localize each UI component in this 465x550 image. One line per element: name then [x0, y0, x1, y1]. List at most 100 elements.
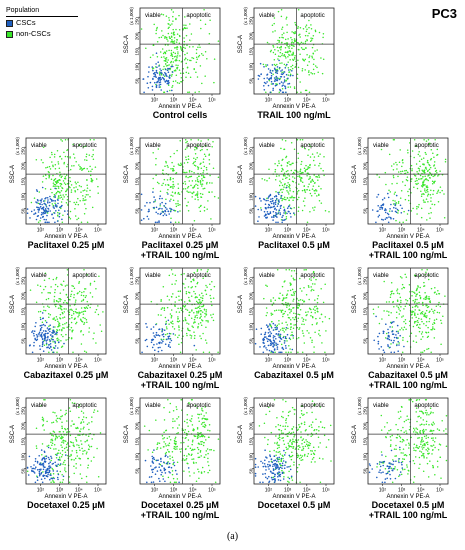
non-csc-point: [307, 285, 310, 287]
non-csc-point: [84, 441, 86, 443]
non-csc-point: [283, 63, 286, 66]
non-csc-point: [385, 332, 388, 335]
non-csc-point: [419, 296, 422, 299]
non-csc-point: [53, 301, 55, 303]
csc-point: [161, 342, 163, 344]
csc-point: [378, 348, 380, 350]
non-csc-point: [197, 175, 200, 178]
non-csc-point: [311, 283, 314, 285]
non-csc-point: [187, 327, 189, 330]
non-csc-point: [56, 339, 59, 342]
csc-point: [65, 454, 67, 456]
non-csc-point: [191, 398, 193, 401]
x-tick-label: 10²: [151, 228, 159, 234]
csc-point: [47, 446, 50, 449]
csc-point: [49, 201, 51, 204]
non-csc-point: [288, 160, 290, 163]
csc-point: [262, 339, 265, 342]
y-tick-label: 200: [249, 162, 254, 170]
non-csc-point: [180, 309, 183, 311]
non-csc-point: [202, 305, 204, 308]
non-csc-point: [94, 311, 97, 313]
non-csc-point: [418, 291, 421, 294]
non-csc-point: [51, 434, 53, 436]
non-csc-point: [78, 311, 80, 314]
non-csc-point: [277, 55, 280, 57]
non-csc-point: [168, 49, 170, 52]
non-csc-point: [430, 287, 433, 290]
non-csc-point: [197, 168, 199, 170]
non-csc-point: [289, 189, 291, 192]
non-csc-point: [302, 449, 304, 451]
non-csc-point: [316, 298, 319, 300]
non-csc-point: [414, 320, 416, 323]
non-csc-point: [202, 170, 205, 172]
csc-point: [41, 481, 44, 484]
non-csc-point: [285, 64, 287, 67]
non-csc-point: [201, 146, 203, 148]
x-axis-label: Annexin V PE-A: [386, 234, 429, 240]
non-csc-point: [170, 269, 173, 271]
non-csc-point: [73, 164, 75, 167]
non-csc-point: [293, 278, 295, 281]
non-csc-point: [183, 454, 186, 457]
non-csc-point: [162, 169, 164, 172]
x-tick-label: 10²: [151, 488, 159, 494]
non-csc-point: [53, 318, 55, 320]
non-csc-point: [193, 185, 196, 187]
non-csc-point: [418, 150, 420, 153]
non-csc-point: [194, 146, 196, 149]
non-csc-point: [55, 276, 58, 279]
csc-point: [41, 463, 44, 465]
csc-point: [145, 338, 148, 341]
non-csc-point: [299, 53, 301, 55]
csc-point: [287, 205, 290, 208]
non-csc-point: [199, 451, 202, 453]
csc-point: [55, 210, 57, 212]
csc-point: [43, 337, 46, 340]
non-csc-point: [74, 310, 77, 313]
non-csc-point: [304, 170, 307, 173]
non-csc-point: [406, 299, 409, 302]
csc-point: [45, 330, 47, 333]
non-csc-point: [416, 287, 418, 290]
csc-point: [274, 68, 276, 71]
csc-point: [282, 348, 285, 350]
csc-point: [28, 344, 31, 347]
non-csc-point: [52, 165, 54, 168]
non-csc-point: [294, 30, 296, 33]
non-csc-point: [278, 428, 280, 431]
non-csc-point: [202, 188, 204, 190]
non-csc-point: [60, 201, 63, 203]
non-csc-point: [276, 63, 278, 66]
y-tick-label: 100: [249, 453, 254, 461]
y-tick-label: 50: [249, 468, 254, 474]
x-tick-label: 10⁵: [322, 98, 330, 104]
non-csc-point: [202, 176, 205, 179]
non-csc-point: [266, 311, 268, 314]
y-axis-multiplier: (x 1,000): [243, 7, 248, 25]
non-csc-point: [407, 152, 409, 154]
non-csc-point: [197, 417, 200, 419]
non-csc-point: [285, 351, 287, 354]
x-tick-label: 10⁴: [303, 358, 311, 364]
non-csc-point: [317, 71, 319, 73]
non-csc-point: [301, 70, 304, 72]
non-csc-point: [201, 178, 203, 180]
non-csc-point: [315, 189, 317, 191]
csc-point: [61, 204, 63, 207]
non-csc-point: [289, 289, 292, 292]
csc-point: [148, 208, 150, 211]
non-csc-point: [280, 164, 283, 167]
csc-point: [262, 351, 265, 354]
non-csc-point: [288, 446, 290, 448]
non-csc-point: [408, 442, 410, 444]
non-csc-point: [202, 294, 204, 297]
non-csc-point: [214, 481, 217, 484]
y-tick-label: 150: [135, 307, 140, 315]
csc-point: [273, 214, 275, 217]
csc-point: [44, 474, 46, 477]
csc-point: [162, 335, 165, 338]
non-csc-point: [325, 446, 328, 448]
csc-point: [267, 338, 270, 341]
